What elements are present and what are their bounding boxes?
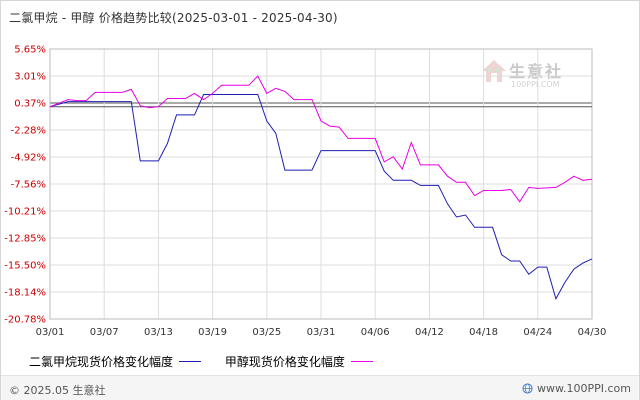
x-tick-label: 04/12 <box>415 327 444 338</box>
x-tick-label: 03/07 <box>90 327 119 338</box>
x-tick-label: 04/24 <box>523 327 552 338</box>
x-tick-label: 03/01 <box>36 327 65 338</box>
legend-label-series1: 二氯甲烷现货价格变化幅度 <box>29 355 174 369</box>
x-tick-label: 03/25 <box>252 327 281 338</box>
series-line-2 <box>49 75 593 203</box>
chart-legend: 二氯甲烷现货价格变化幅度 甲醇现货价格变化幅度 <box>29 353 393 370</box>
y-tick-label: -2.28% <box>11 126 46 137</box>
footer-bar: © 2025.05 生意社 www.100PPI.com <box>1 375 639 400</box>
house-logo-icon <box>482 60 506 82</box>
legend-item-series1: 二氯甲烷现货价格变化幅度 <box>29 353 202 370</box>
footer-copyright: © 2025.05 生意社 <box>9 384 106 397</box>
chart-title: 二氯甲烷 - 甲醇 价格趋势比较(2025-03-01 - 2025-04-30… <box>9 11 338 25</box>
legend-label-series2: 甲醇现货价格变化幅度 <box>224 355 345 369</box>
y-tick-label: -7.56% <box>11 179 46 190</box>
legend-swatch-series2 <box>350 361 373 362</box>
x-tick-label: 04/06 <box>361 327 390 338</box>
x-tick-label: 03/31 <box>307 327 336 338</box>
watermark-url: 100PPI.COM <box>511 80 560 89</box>
x-tick-label: 03/13 <box>144 327 173 338</box>
globe-icon <box>522 383 533 394</box>
y-tick-label: -18.14% <box>4 288 46 299</box>
y-tick-label: -12.85% <box>4 233 46 244</box>
plot-area-border <box>49 48 593 320</box>
footer-site-link[interactable]: www.100PPI.com <box>522 382 631 395</box>
x-tick-label: 03/19 <box>198 327 227 338</box>
y-tick-label: -10.21% <box>4 207 46 218</box>
line-chart: 5.65% 3.01% 0.37% -2.28% -4.92% -7.56% -10.21%… <box>4 45 607 339</box>
y-tick-label: 0.37% <box>14 98 46 109</box>
y-tick-label: 3.01% <box>14 71 46 82</box>
series-line-1 <box>49 94 593 301</box>
y-tick-label: -15.50% <box>4 261 46 272</box>
x-tick-label: 04/18 <box>469 327 498 338</box>
legend-item-series2: 甲醇现货价格变化幅度 <box>225 353 373 370</box>
x-tick-label: 04/30 <box>578 327 607 338</box>
y-tick-label: -4.92% <box>11 152 46 163</box>
y-tick-label: -20.78% <box>4 315 46 326</box>
y-tick-label: 5.65% <box>14 45 46 56</box>
footer-site-text: www.100PPI.com <box>537 382 631 395</box>
legend-swatch-series1 <box>179 361 202 362</box>
